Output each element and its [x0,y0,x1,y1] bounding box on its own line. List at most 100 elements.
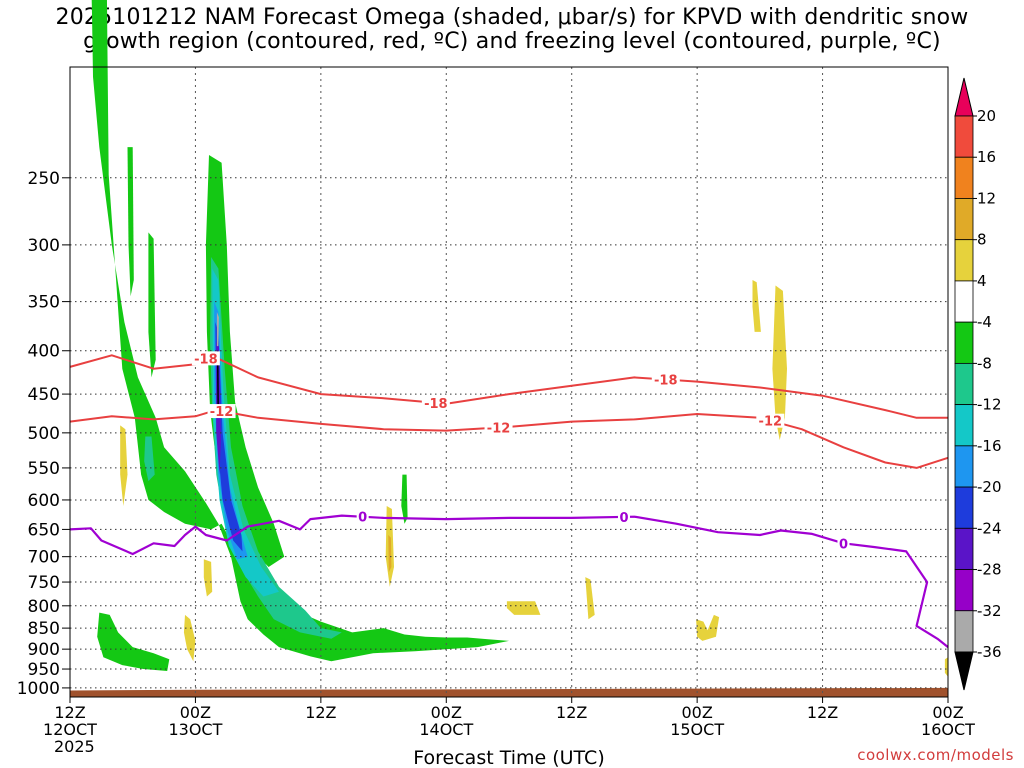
omega-region-20 [696,614,720,641]
colorbar-label-5: -4 [977,313,992,331]
x-tick-label-0-0: 12Z [54,703,85,722]
y-tick-label-450: 450 [28,385,60,405]
colorbar-label-6: -8 [977,354,992,372]
colorbar-segment-9 [954,486,974,529]
omega-region-15 [203,559,213,597]
colorbar-label-8: -16 [977,437,1002,455]
freezing-level-label-bg-1 [617,509,630,524]
omega-region-24 [388,535,392,573]
omega-region-0 [91,0,509,662]
y-tick-label-500: 500 [28,424,60,444]
colorbar-label-0: 20 [977,107,996,125]
x-tick-label-60-0: 00Z [681,703,712,722]
y-tick-label-750: 750 [28,573,60,593]
plot-frame [69,66,949,698]
colorbar-label-12: -32 [977,602,1002,620]
freezing-level-label-0: 0 [358,511,367,526]
isotherm-minus18-label-bg-2 [651,372,680,387]
y-tick-label-900: 900 [28,640,60,660]
title-line-2: growth region (contoured, red, ºC) and f… [83,29,941,54]
colorbar-segment-3 [954,239,974,282]
isotherm-minus12-label-1: -12 [487,422,511,437]
omega-region-4 [401,474,408,524]
colorbar-label-1: 16 [977,148,996,166]
x-tick-label-84-0: 00Z [932,703,963,722]
colorbar-segment-12 [954,610,974,653]
colorbar-label-7: -12 [977,396,1002,414]
x-tick-label-24-0: 12Z [305,703,336,722]
isotherm-minus12-label-0: -12 [210,405,234,420]
omega-region-10 [215,322,243,552]
y-tick-label-400: 400 [28,342,60,362]
x-tick-label-12-0: 00Z [180,703,211,722]
freezing-level-label-bg-2 [837,536,850,551]
isotherm-minus12-label-bg-2 [756,413,785,428]
colorbar-bottom-triangle [954,651,974,691]
colorbar-segment-2 [954,198,974,241]
colorbar-label-13: -36 [977,643,1002,661]
colorbar-label-9: -20 [977,478,1002,496]
colorbar-segment-11 [954,569,974,612]
y-tick-label-850: 850 [28,619,60,639]
x-tick-label-36-0: 00Z [431,703,462,722]
colorbar-label-4: 4 [977,272,987,290]
colorbar-segment-8 [954,445,974,488]
x-tick-label-0-2: 2025 [54,737,95,756]
isotherm-minus12-label-bg-0 [207,404,236,419]
omega-region-23 [944,657,948,677]
colorbar-segment-6 [954,362,974,406]
omega-region-14 [120,425,128,506]
y-tick-label-550: 550 [28,459,60,479]
colorbar-top-triangle [954,77,974,117]
freezing-level-line [69,514,949,648]
colorbar-segment-5 [954,321,974,364]
omega-region-3 [148,232,156,378]
y-tick-label-600: 600 [28,491,60,511]
y-tick-label-700: 700 [28,548,60,568]
omega-region-18 [506,601,541,615]
isotherm-minus12-label-bg-1 [484,420,513,435]
omega-region-12 [216,350,219,411]
omega-region-22 [772,285,787,441]
freezing-level-label-1: 0 [619,511,628,526]
colorbar-label-2: 12 [977,189,996,207]
colorbar-label-3: 8 [977,231,987,249]
x-tick-label-60-1: 15OCT [670,720,724,739]
colorbar-label-11: -28 [977,561,1002,579]
y-tick-label-800: 800 [28,597,60,617]
y-tick-label-1000: 1000 [17,679,60,699]
y-tick-label-300: 300 [28,236,60,256]
colorbar-segment-7 [954,404,974,447]
omega-region-5 [97,612,170,671]
x-tick-label-12-1: 13OCT [168,720,222,739]
credit-text: coolwx.com/models [857,746,1014,764]
isotherm-minus12-label-2: -12 [759,415,783,430]
title-line-1: 2025101212 NAM Forecast Omega (shaded, μ… [55,5,969,30]
isotherm-minus18-label-2: -18 [654,373,678,388]
colorbar-segment-10 [954,527,974,570]
isotherm-minus18-label-bg-1 [421,395,450,410]
x-tick-label-0-1: 12OCT [43,720,97,739]
chart-title: 2025101212 NAM Forecast Omega (shaded, μ… [0,6,1024,54]
surface-band [70,687,948,697]
isotherm-minus18-label-0: -18 [194,352,218,367]
y-tick-label-650: 650 [28,520,60,540]
omega-region-13 [216,312,219,347]
isotherm-minus18-label-bg-0 [191,351,220,366]
isotherm-minus18-label-1: -18 [424,397,448,412]
omega-region-7 [144,436,155,482]
isotherm-minus18-line [69,354,948,419]
omega-region-2 [127,147,134,297]
omega-region-21 [752,280,761,332]
x-tick-label-72-0: 12Z [807,703,838,722]
y-tick-label-350: 350 [28,293,60,313]
colorbar-label-10: -24 [977,519,1002,537]
y-tick-label-250: 250 [28,169,60,189]
colorbar-segment-4 [954,280,974,323]
freezing-level-label-bg-0 [356,509,369,524]
freezing-level-label-2: 0 [839,537,848,552]
omega-region-16 [183,614,196,662]
colorbar-segment-1 [954,156,974,199]
x-tick-label-84-1: 16OCT [921,720,975,739]
